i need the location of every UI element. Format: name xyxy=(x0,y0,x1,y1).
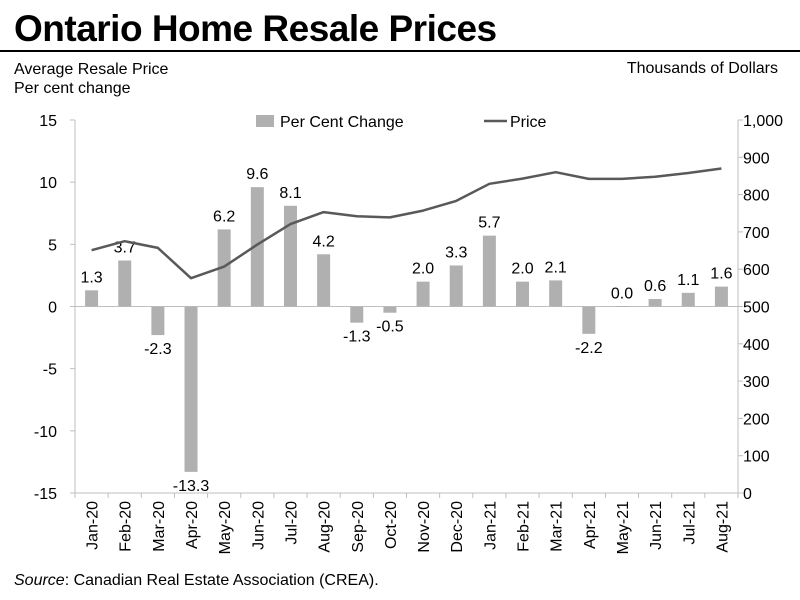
bar-data-label: -0.5 xyxy=(376,319,404,336)
x-tick-label: Aug-21 xyxy=(714,501,731,553)
bar-data-label: -13.3 xyxy=(173,478,210,495)
bar-data-label: 0.0 xyxy=(611,286,633,303)
left-tick-label: -10 xyxy=(34,424,57,441)
x-tick-label: Jul-20 xyxy=(283,501,300,545)
bar xyxy=(151,306,165,336)
left-tick-label: 0 xyxy=(48,300,57,317)
left-tick-label: 5 xyxy=(48,237,57,254)
x-tick-label: Apr-20 xyxy=(184,501,201,549)
x-tick-label: Feb-21 xyxy=(516,501,533,552)
bar xyxy=(516,281,530,307)
left-axis-title-line1: Average Resale Price xyxy=(14,61,169,78)
x-tick-label: Jun-21 xyxy=(648,501,665,550)
bar xyxy=(681,292,695,307)
left-axis-title: Average Resale Price Per cent change xyxy=(14,60,168,98)
bar xyxy=(549,280,563,307)
legend-bar-swatch xyxy=(256,115,274,127)
bar-data-label: 2.0 xyxy=(412,261,434,278)
x-tick-label: Nov-20 xyxy=(416,501,433,553)
x-tick-label: Jan-21 xyxy=(482,501,499,550)
source-note: Source: Canadian Real Estate Association… xyxy=(14,572,379,590)
right-tick-label: 400 xyxy=(743,337,770,354)
bar xyxy=(615,306,629,307)
right-tick-label: 100 xyxy=(743,449,770,466)
x-tick-label: May-21 xyxy=(615,501,632,554)
bar xyxy=(250,187,264,307)
x-tick-label: Jan-20 xyxy=(85,501,102,550)
right-tick-label: 200 xyxy=(743,411,770,428)
bar-data-label: 9.6 xyxy=(246,166,268,183)
bar xyxy=(383,306,397,313)
x-tick-label: Feb-20 xyxy=(118,501,135,552)
bar-data-label: 3.3 xyxy=(445,244,467,261)
left-tick-label: -15 xyxy=(34,486,57,503)
price-line xyxy=(91,167,722,280)
title-rule xyxy=(0,50,800,52)
bar xyxy=(416,281,430,307)
bar-data-label: 1.3 xyxy=(80,269,102,286)
x-tick-label: May-20 xyxy=(217,501,234,554)
x-tick-label: Oct-20 xyxy=(383,501,400,549)
bar xyxy=(482,235,496,307)
chart-title: Ontario Home Resale Prices xyxy=(14,8,497,49)
bar xyxy=(350,306,364,323)
x-tick-label: Apr-21 xyxy=(582,501,599,549)
right-tick-label: 800 xyxy=(743,188,770,205)
bar xyxy=(184,306,198,472)
right-tick-label: 500 xyxy=(743,300,770,317)
source-text: : Canadian Real Estate Association (CREA… xyxy=(64,572,379,589)
bar-data-label: -1.3 xyxy=(343,329,371,346)
right-tick-label: 1,000 xyxy=(743,113,783,130)
bar xyxy=(317,254,331,307)
bar-data-label: -2.3 xyxy=(144,341,172,358)
bar-data-label: 8.1 xyxy=(279,185,301,202)
legend-line-label: Price xyxy=(510,114,547,131)
x-tick-label: Dec-20 xyxy=(449,501,466,553)
bar xyxy=(714,286,728,307)
x-tick-label: Jul-21 xyxy=(681,501,698,545)
right-axis-title: Thousands of Dollars xyxy=(626,60,778,77)
bar-data-label: 0.6 xyxy=(644,278,666,295)
right-tick-label: 700 xyxy=(743,225,770,242)
bar xyxy=(449,265,463,307)
right-tick-label: 0 xyxy=(743,486,752,503)
bar-data-label: 4.2 xyxy=(313,233,335,250)
bar-data-label: 1.6 xyxy=(710,266,732,283)
x-tick-label: Sep-20 xyxy=(350,501,367,553)
bar-data-label: 2.0 xyxy=(511,261,533,278)
source-label: Source xyxy=(14,572,65,589)
bar-data-label: 2.1 xyxy=(545,259,567,276)
bar xyxy=(582,306,596,334)
bar-data-label: 1.1 xyxy=(677,272,699,289)
x-tick-label: Jun-20 xyxy=(250,501,267,550)
x-tick-label: Mar-21 xyxy=(549,501,566,552)
left-tick-label: 10 xyxy=(39,175,57,192)
left-tick-label: 15 xyxy=(39,113,57,130)
x-tick-label: Aug-20 xyxy=(317,501,334,553)
bar xyxy=(283,205,297,307)
left-axis-title-line2: Per cent change xyxy=(14,80,131,97)
left-tick-label: -5 xyxy=(43,362,57,379)
bar-data-label: 5.7 xyxy=(478,215,500,232)
bar-data-label: -2.2 xyxy=(575,340,603,357)
right-tick-label: 300 xyxy=(743,374,770,391)
right-tick-label: 900 xyxy=(743,150,770,167)
bar xyxy=(217,229,231,307)
bar xyxy=(85,290,99,307)
x-tick-label: Mar-20 xyxy=(151,501,168,552)
bar xyxy=(118,260,132,307)
right-tick-label: 600 xyxy=(743,262,770,279)
bar-data-label: 6.2 xyxy=(213,208,235,225)
bar xyxy=(648,299,662,307)
legend-bar-label: Per Cent Change xyxy=(280,114,404,131)
